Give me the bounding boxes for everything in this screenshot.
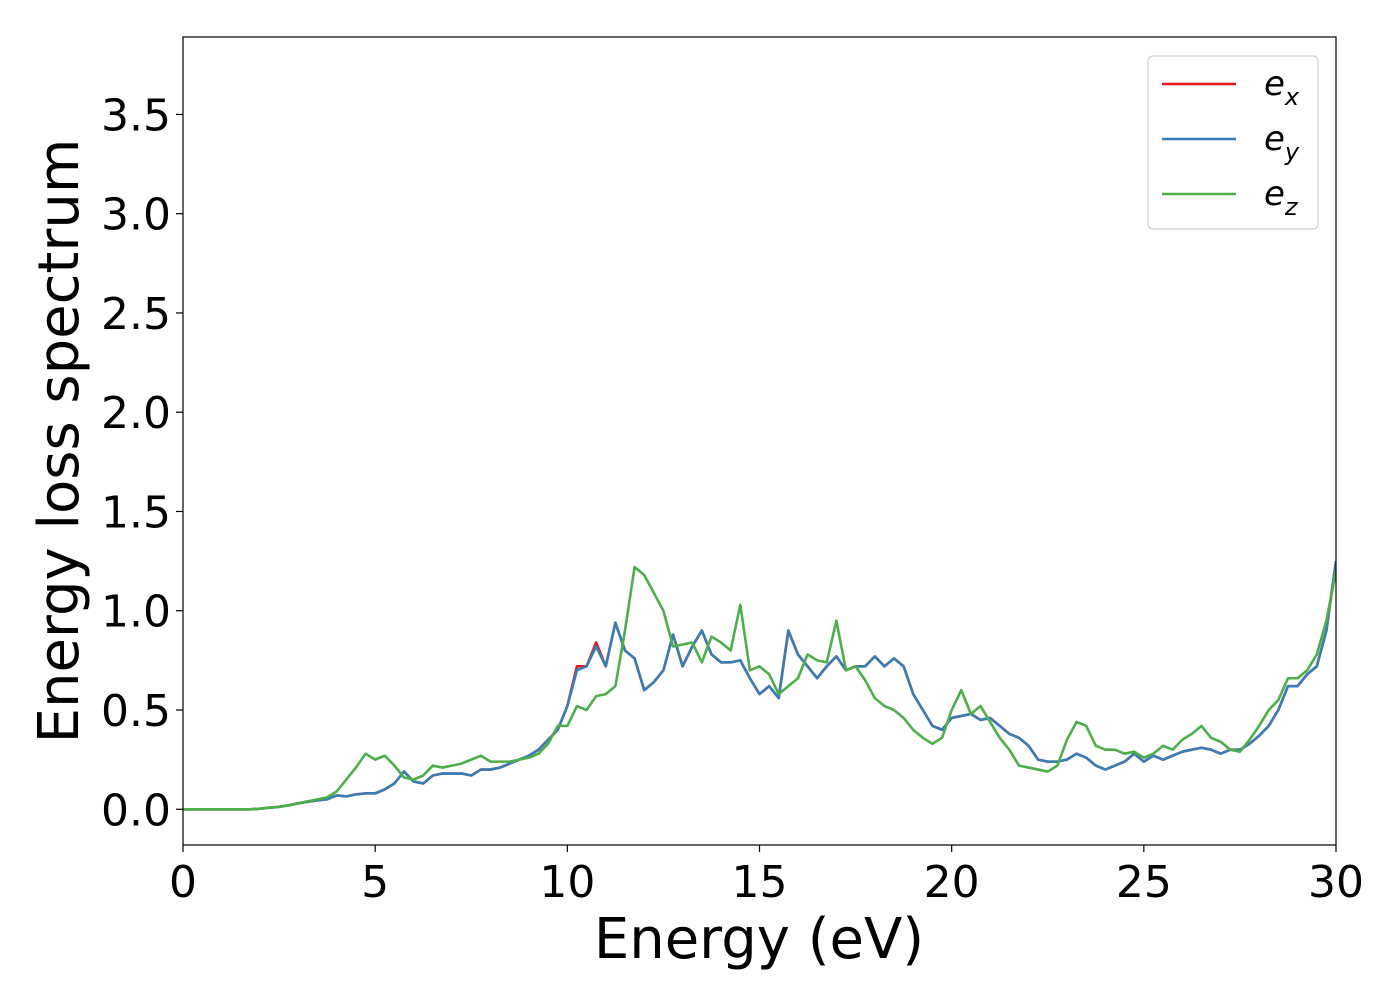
legend-label: ey [1264, 119, 1300, 166]
y-tick-label: 2.5 [101, 289, 171, 340]
x-tick-label: 30 [1308, 857, 1364, 908]
x-tick-label: 5 [361, 857, 389, 908]
x-axis-label: Energy (eV) [594, 907, 924, 972]
x-tick-label: 0 [169, 857, 197, 908]
y-axis-label: Energy loss spectrum [27, 139, 92, 744]
y-tick-label: 0.5 [101, 686, 171, 737]
series-line [183, 565, 1336, 811]
x-tick-label: 15 [732, 857, 788, 908]
legend-label: ex [1264, 64, 1300, 111]
plot-frame [182, 36, 1337, 846]
legend-box [1147, 55, 1319, 230]
x-tick-label: 20 [924, 857, 980, 908]
y-tick-label: 1.0 [101, 587, 171, 638]
x-tick-label: 25 [1116, 857, 1172, 908]
y-tick-label: 3.5 [101, 90, 171, 141]
legend-label: ez [1264, 174, 1299, 221]
series-line [183, 560, 1336, 811]
y-tick-label: 0.0 [101, 785, 171, 836]
plot-area [183, 560, 1336, 811]
y-tick-label: 1.5 [101, 487, 171, 538]
x-tick-label: 10 [539, 857, 595, 908]
y-tick-label: 2.0 [101, 388, 171, 439]
y-tick-label: 3.0 [101, 190, 171, 241]
